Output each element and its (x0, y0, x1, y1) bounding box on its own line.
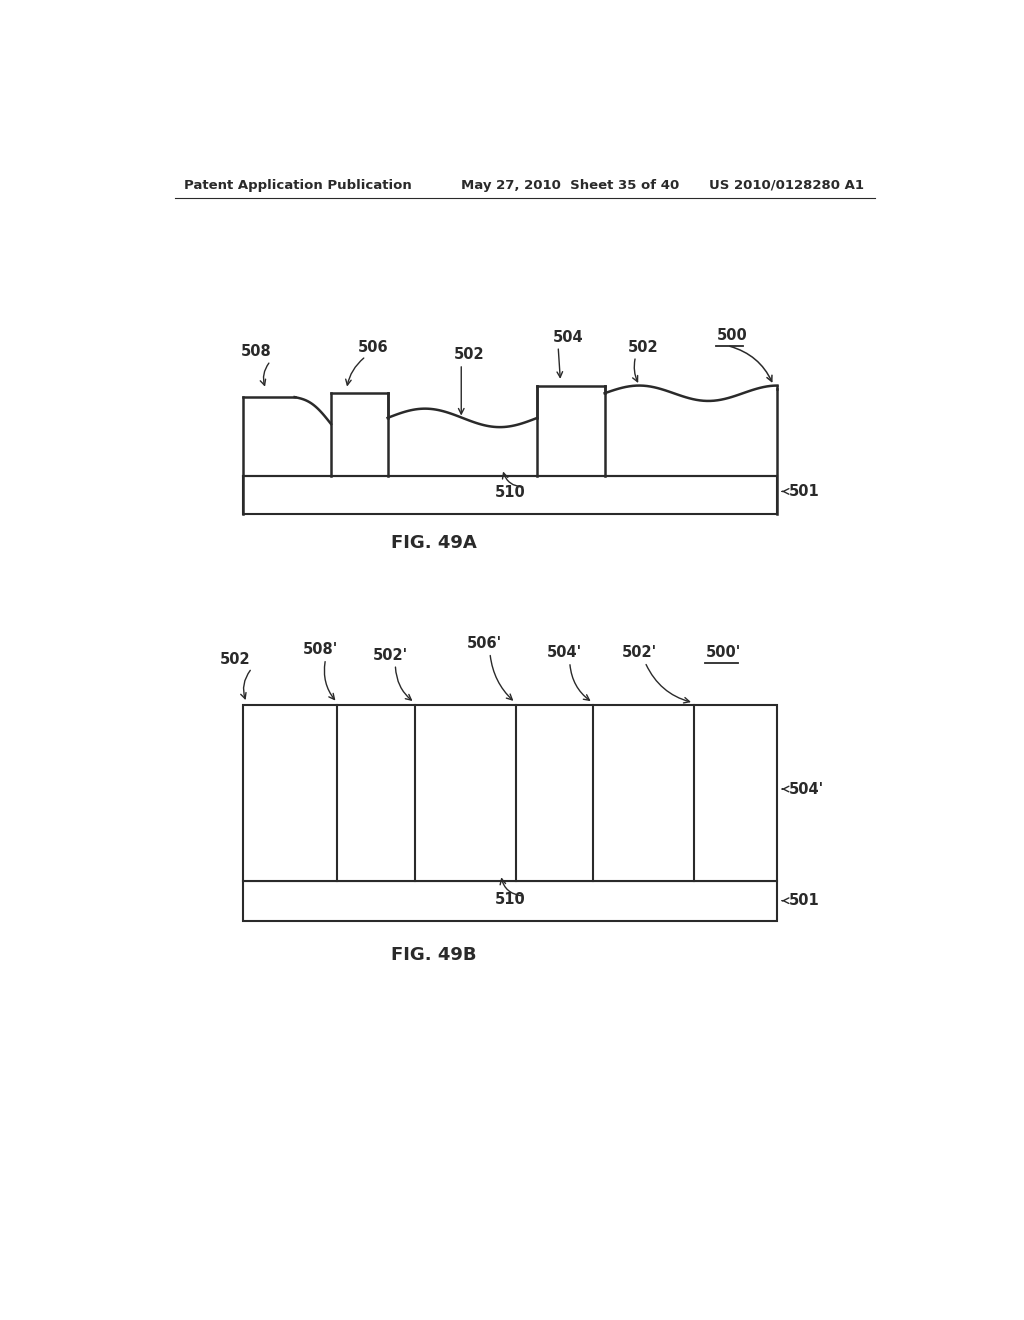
Text: 510: 510 (495, 892, 525, 907)
Text: 504': 504' (547, 645, 582, 660)
Text: 502: 502 (454, 347, 484, 363)
Bar (243, 477, 777, 515)
Text: 500: 500 (717, 329, 748, 343)
Text: 502': 502' (622, 645, 657, 660)
Text: 501: 501 (790, 894, 820, 908)
Text: 502': 502' (373, 648, 408, 663)
Text: 504': 504' (790, 781, 824, 796)
Text: 506: 506 (358, 339, 389, 355)
Text: 506': 506' (467, 636, 502, 651)
Text: May 27, 2010  Sheet 35 of 40: May 27, 2010 Sheet 35 of 40 (461, 178, 680, 191)
Text: 510: 510 (495, 484, 525, 500)
Text: 508': 508' (302, 643, 338, 657)
Text: FIG. 49A: FIG. 49A (391, 535, 477, 552)
Bar (243, 880, 777, 921)
Text: 500': 500' (706, 645, 740, 660)
Text: 502: 502 (220, 652, 251, 667)
Text: FIG. 49B: FIG. 49B (391, 946, 477, 965)
Text: 502: 502 (628, 339, 658, 355)
Bar (243, 705, 777, 880)
Text: US 2010/0128280 A1: US 2010/0128280 A1 (710, 178, 864, 191)
Text: 504: 504 (553, 330, 584, 345)
Text: 508: 508 (241, 343, 271, 359)
Text: Patent Application Publication: Patent Application Publication (183, 178, 412, 191)
Text: 501: 501 (790, 484, 820, 499)
